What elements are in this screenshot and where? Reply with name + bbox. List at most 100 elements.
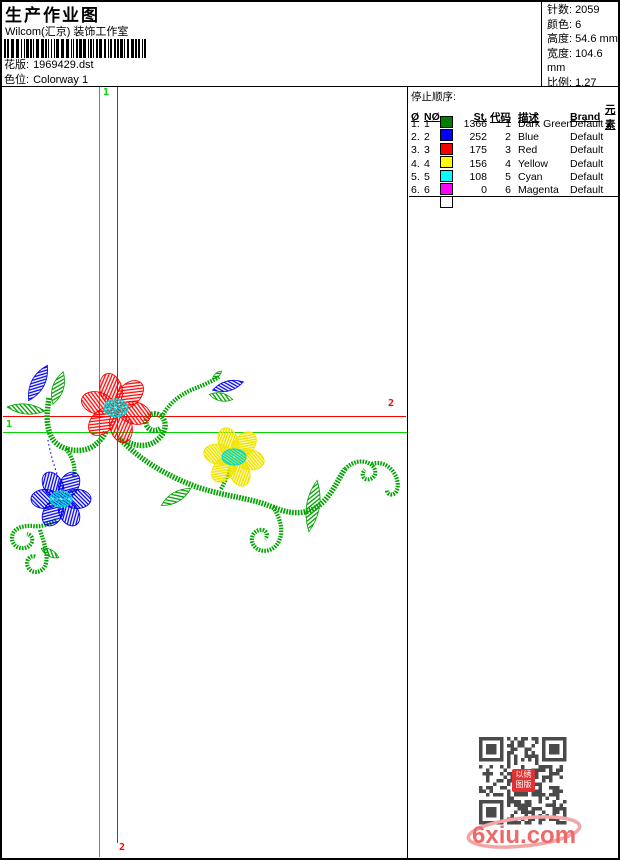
- green-leaf: [160, 488, 192, 506]
- header-divider-line: [0, 86, 620, 87]
- thread-description: Magenta: [518, 184, 559, 197]
- needle-number: 4: [424, 157, 430, 170]
- stop-number: 4.: [411, 157, 420, 170]
- green-leaf: [211, 370, 223, 380]
- flower-center: [221, 448, 247, 466]
- table-row: 2. 2 252 2 Blue Default: [409, 129, 618, 143]
- stop-sequence-table: 停止顺序: Ø NØ St. 代码 描述 Brand 元素 1. 1 1366 …: [409, 87, 618, 209]
- table-row: 1. 1 1366 1 Dark Green Default: [409, 116, 618, 130]
- info-value: 1.27: [575, 76, 597, 89]
- needle-number: 6: [424, 184, 430, 197]
- watermark-text: 6xiu.com: [472, 822, 576, 849]
- start-marker-top: 1: [103, 87, 110, 98]
- info-label: 高度:: [547, 33, 573, 46]
- table-row: [409, 196, 618, 209]
- info-value: 54.6 mm: [575, 33, 618, 46]
- company-name: Wilcom(汇京) 装饰工作室: [5, 26, 129, 38]
- col-brand: Brand: [570, 111, 601, 123]
- col-desc: 描述: [518, 111, 539, 124]
- table-row: 6. 6 0 6 Magenta Default: [409, 182, 618, 197]
- info-value: 2059: [575, 4, 600, 16]
- thread-brand: Default: [570, 117, 604, 130]
- stop-number: 6.: [411, 184, 420, 197]
- thread-code: 6: [505, 184, 511, 197]
- stop-number: 3.: [411, 144, 420, 157]
- color-swatch: [440, 196, 453, 209]
- thread-description: Blue: [518, 130, 540, 143]
- col-seq: Ø: [411, 111, 420, 123]
- thread-brand: Default: [570, 157, 604, 170]
- thread-brand: Default: [570, 144, 604, 157]
- thread-brand: Default: [570, 171, 604, 184]
- stitch-count: 1366: [463, 117, 487, 130]
- stitch-count: 156: [469, 157, 487, 170]
- stitch-count: 252: [469, 130, 487, 143]
- table-row: 3. 3 175 3 Red Default: [409, 142, 618, 157]
- needle-number: 2: [424, 130, 430, 143]
- info-label: 针数:: [547, 4, 573, 16]
- thread-description: Red: [518, 144, 538, 157]
- stop-sequence-title: 停止顺序:: [411, 91, 456, 103]
- thread-code: 3: [505, 144, 511, 157]
- green-leaf: [208, 392, 234, 402]
- design-fields: 花版: 1969429.dst 色位: Colorway 1: [4, 58, 98, 88]
- field-label: 色位:: [4, 74, 30, 86]
- field-label: 花版:: [4, 59, 30, 71]
- stop-number: 1.: [411, 117, 420, 130]
- col-code: 代码: [490, 111, 511, 124]
- qr-center-stamp: 以绣图版: [512, 769, 535, 792]
- info-value: 6: [575, 18, 582, 31]
- table-row: 5. 5 108 5 Cyan Default: [409, 169, 618, 184]
- green-leaf: [305, 479, 321, 533]
- info-label: 比例:: [547, 76, 573, 89]
- needle-number: 3: [424, 144, 430, 157]
- end-marker-bottom: 2: [119, 842, 126, 853]
- info-label: 宽度:: [547, 47, 573, 60]
- stitch-count: 108: [469, 171, 487, 184]
- table-header-row: Ø NØ St. 代码 描述 Brand 元素: [409, 102, 618, 131]
- green-leaf: [40, 547, 60, 559]
- color-swatch: [440, 169, 453, 182]
- info-label: 颜色:: [547, 18, 573, 31]
- thread-code: 1: [505, 117, 511, 130]
- stitch-info-panel: 针数: 2059 颜色: 6 高度: 54.6 mm 宽度: 104.6 mm 比例: 1…: [547, 3, 620, 91]
- flower-center: [49, 490, 73, 508]
- color-swatch: [440, 156, 453, 169]
- color-swatch: [440, 182, 453, 195]
- needle-number: 1: [424, 117, 430, 130]
- stop-number: 2.: [411, 130, 420, 143]
- field-value: 1969429.dst: [33, 59, 94, 71]
- page-title: 生产作业图: [5, 6, 100, 25]
- color-swatch: [440, 142, 453, 155]
- thread-description: Yellow: [518, 157, 548, 170]
- blue-leaf: [28, 364, 48, 402]
- color-swatch: [440, 116, 453, 128]
- leaves: [6, 364, 321, 559]
- thread-brand: Default: [570, 130, 604, 143]
- barcode-icon: [4, 39, 146, 58]
- thread-description: Dark Green: [518, 117, 573, 130]
- col-st: St.: [473, 111, 487, 123]
- needle-number: 5: [424, 171, 430, 184]
- start-marker-left: 1: [6, 419, 13, 430]
- watermark: 6xiu.com: [466, 815, 582, 849]
- thread-code: 5: [505, 171, 511, 184]
- blue-bud: [211, 379, 245, 393]
- design-area-divider-line: [407, 86, 408, 858]
- flower-center: [103, 398, 129, 418]
- col-needle: NØ: [424, 111, 440, 123]
- stop-number: 5.: [411, 171, 420, 184]
- blue-flower: [30, 471, 92, 527]
- thread-code: 4: [505, 157, 511, 170]
- table-row: 4. 4 156 4 Yellow Default: [409, 156, 618, 170]
- red-flower: [81, 373, 151, 443]
- yellow-flower: [203, 427, 265, 487]
- info-value: 104.6 mm: [547, 47, 603, 75]
- stitch-count: 175: [469, 144, 487, 157]
- color-swatch: [440, 129, 453, 142]
- info-panel-divider-line: [541, 2, 542, 86]
- green-leaf: [6, 403, 46, 415]
- end-marker-right: 2: [388, 398, 395, 409]
